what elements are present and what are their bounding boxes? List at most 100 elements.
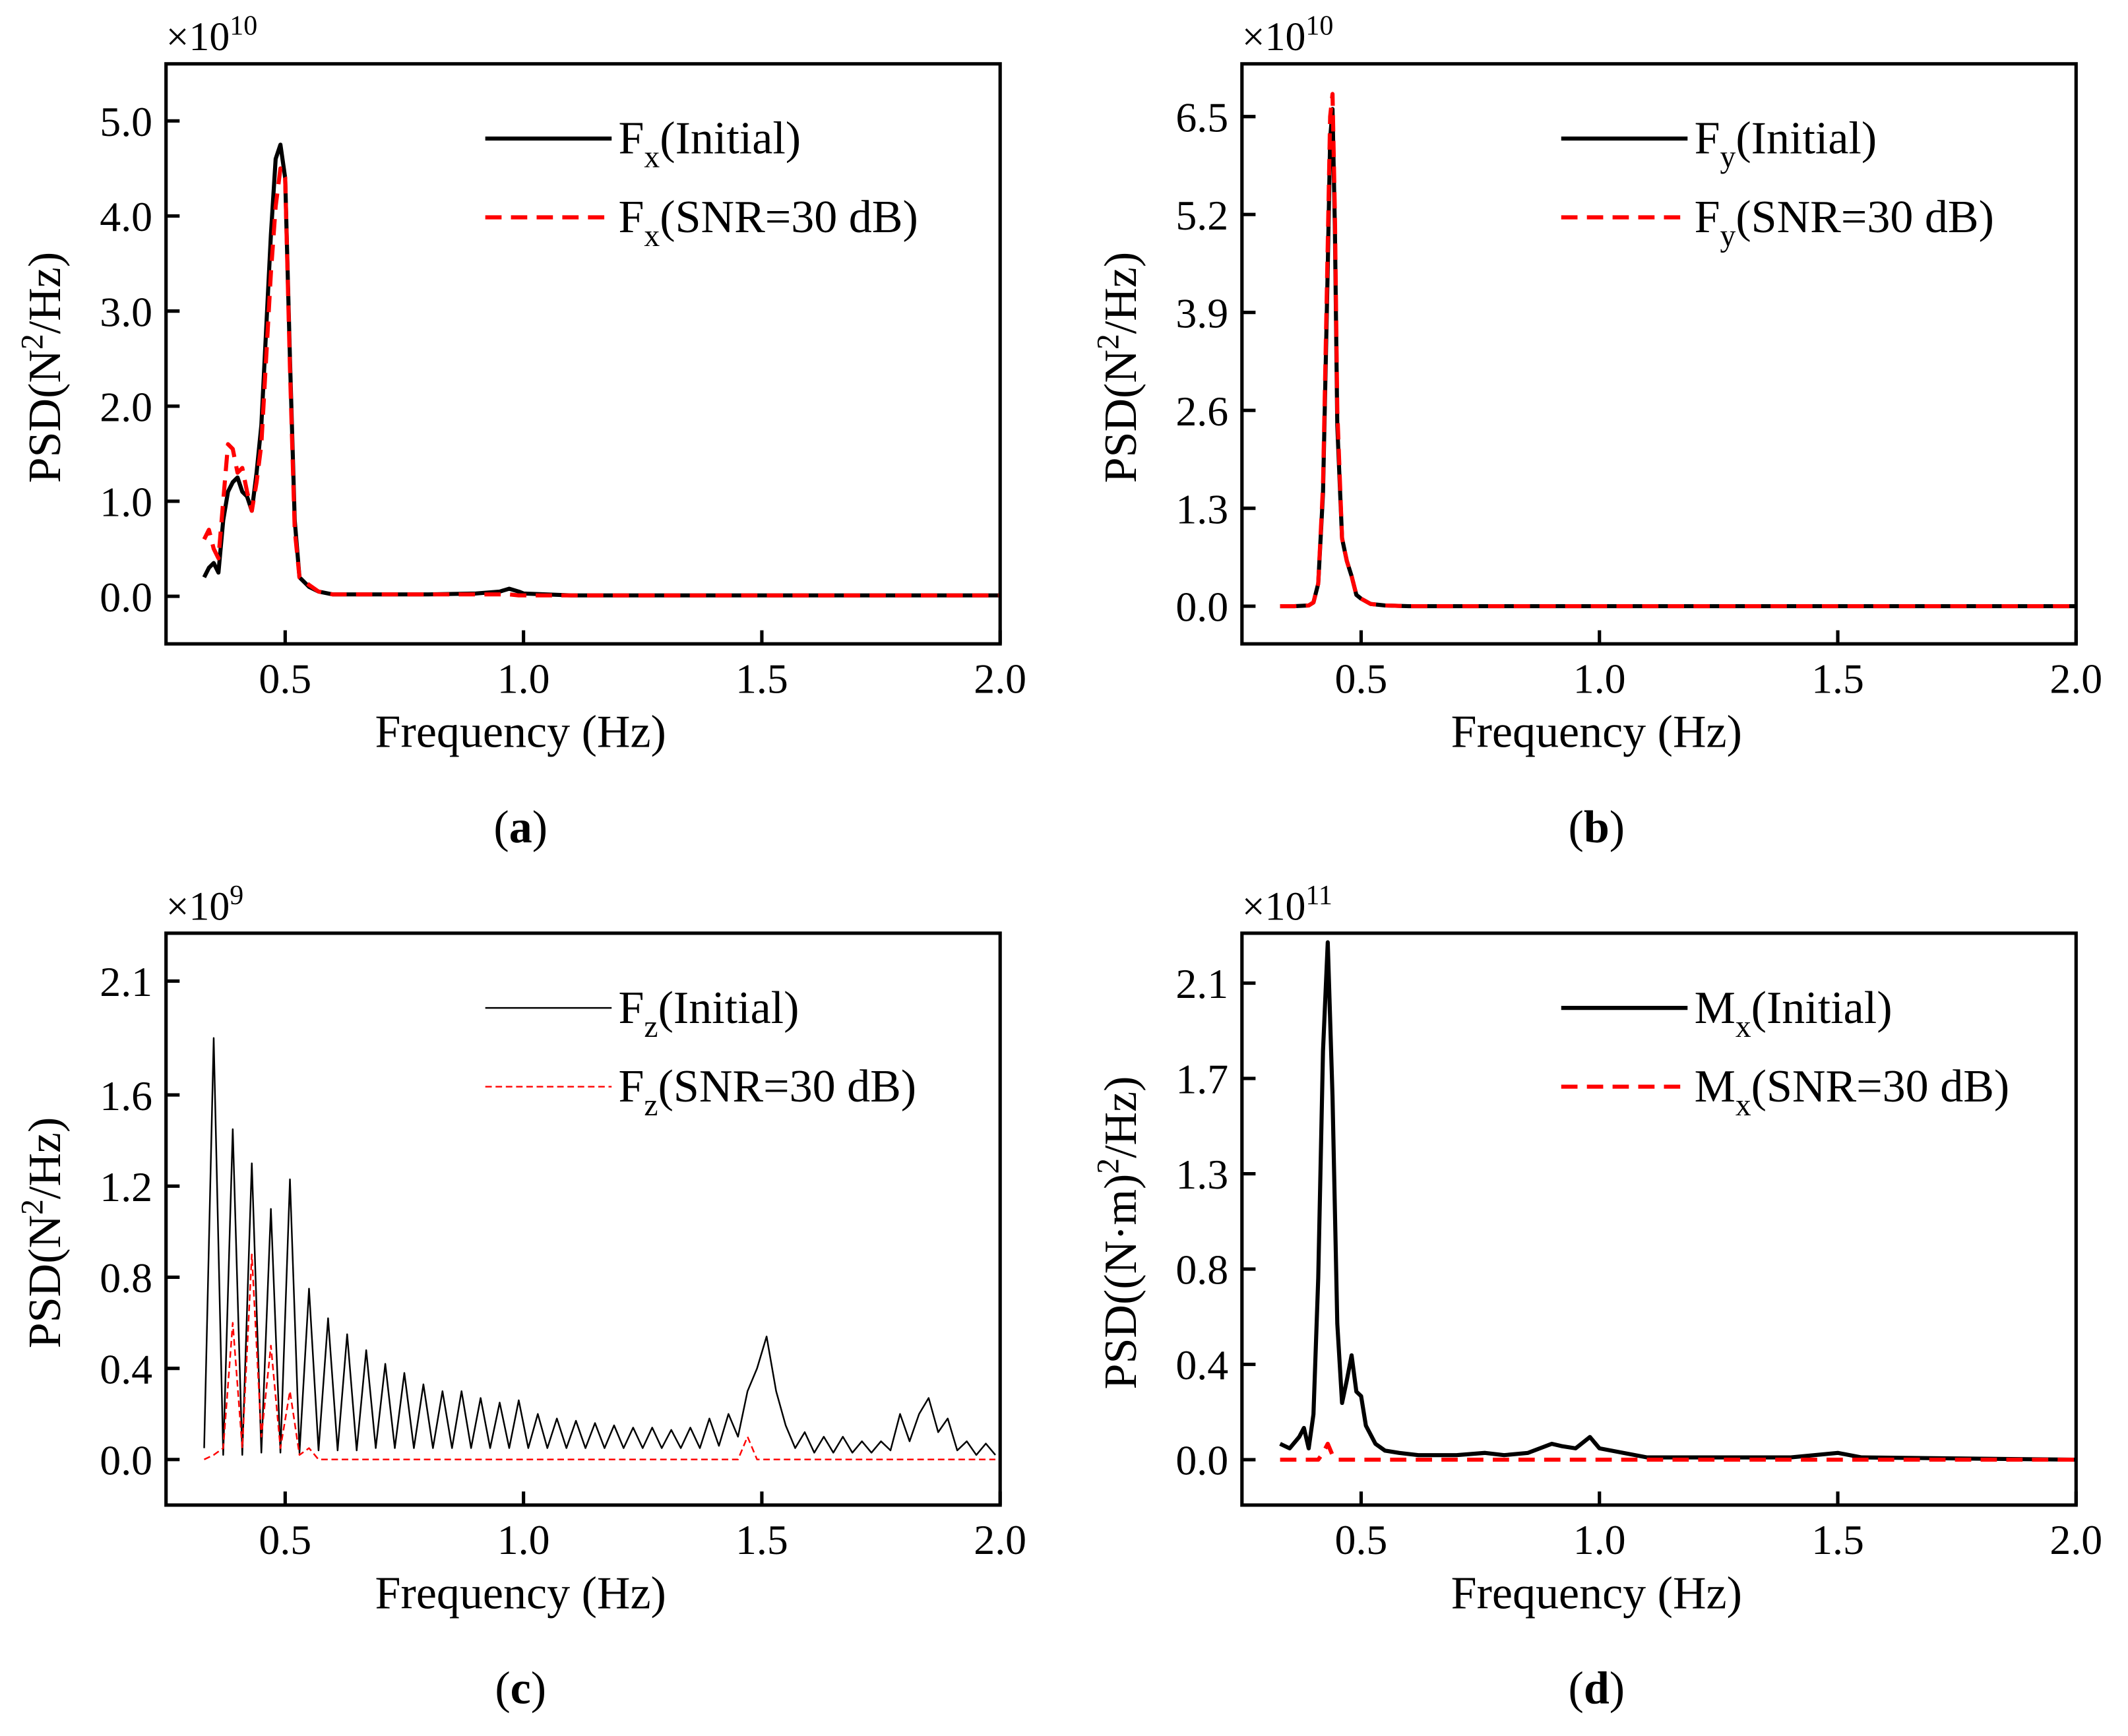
plot-frame [164, 62, 1002, 646]
legend-label-part: (SNR=30 dB) [658, 1061, 917, 1112]
series-line [1279, 940, 2077, 1462]
x-tick-label: 0.5 [1335, 1516, 1388, 1563]
y-tick-label: 4.0 [100, 193, 152, 240]
y-tick-label: 2.6 [1175, 388, 1228, 435]
legend-label: Fz(Initial) [618, 983, 799, 1044]
x-tick-label: 2.0 [2050, 1516, 2102, 1563]
x-tick-label: 1.5 [735, 655, 788, 702]
panel-label-part: ) [1610, 1663, 1625, 1714]
series-line [202, 166, 1001, 598]
y-axis-label: PSD((N·m)2/Hz) [1092, 1076, 1147, 1389]
y-axis-label-part: PSD(N [20, 1215, 71, 1348]
panel-label-part: ( [493, 802, 509, 853]
panel-label-part: ) [1610, 802, 1625, 853]
axis-multiplier-part: ×10 [1242, 884, 1306, 929]
y-tick-label: 3.9 [1175, 290, 1228, 336]
panel-label-part: ) [531, 1663, 546, 1714]
x-axis-label: Frequency (Hz) [375, 707, 666, 758]
y-tick-label: 0.0 [100, 1437, 152, 1483]
plot-frame [1240, 62, 2078, 646]
legend-label: Fx(SNR=30 dB) [618, 192, 918, 253]
x-tick-label: 1.5 [1811, 655, 1864, 702]
legend-label: Fy(Initial) [1695, 113, 1877, 175]
legend-label: Fz(SNR=30 dB) [618, 1061, 916, 1123]
legend-label: Fy(SNR=30 dB) [1695, 192, 1994, 253]
legend-label-part: F [618, 1061, 644, 1112]
panel-label-part: ( [1569, 1663, 1584, 1714]
y-axis-label-part: PSD((N·m) [1096, 1174, 1146, 1390]
axis-multiplier-part: ×10 [1242, 15, 1306, 59]
y-tick-label: 1.3 [1175, 485, 1228, 532]
legend-label-part: F [618, 983, 644, 1034]
axis-multiplier-part: 10 [1305, 11, 1333, 42]
y-axis-label-part: /Hz) [20, 252, 71, 334]
legend-label-part: F [618, 192, 644, 243]
legend-label-part: F [1695, 192, 1720, 243]
axis-multiplier-part: 11 [1305, 881, 1332, 911]
y-axis-label-part: /Hz) [1096, 252, 1146, 334]
axis-multiplier: ×1010 [166, 11, 258, 59]
series-line [203, 1253, 995, 1461]
panel-label-part: a [509, 802, 532, 853]
panel-label-part: c [511, 1663, 531, 1714]
y-tick-label: 0.4 [1175, 1342, 1228, 1388]
y-tick-label: 0.0 [1175, 584, 1228, 631]
legend-label-part: (SNR=30 dB) [660, 192, 918, 243]
legend-label-part: M [1695, 1061, 1736, 1112]
x-tick-label: 0.5 [259, 1516, 311, 1563]
legend-label-part: x [1736, 1010, 1751, 1044]
legend-label-part: (SNR=30 dB) [1736, 192, 1994, 243]
y-tick-label: 5.2 [1175, 192, 1228, 239]
panel-label: (d) [1569, 1663, 1625, 1714]
panel-label-part: b [1584, 802, 1610, 853]
legend-label-part: M [1695, 983, 1736, 1034]
y-axis-label-part: PSD(N [20, 350, 71, 483]
y-tick-label: 2.0 [100, 383, 152, 430]
legend-label-part: y [1720, 140, 1736, 175]
y-tick-label: 0.0 [100, 574, 152, 621]
y-tick-label: 0.4 [100, 1346, 152, 1392]
x-axis-label: Frequency (Hz) [375, 1568, 666, 1619]
axis-multiplier: ×1011 [1242, 881, 1332, 929]
y-axis-label-part: 2 [1092, 1158, 1126, 1174]
axis-multiplier-part: ×10 [166, 15, 230, 59]
x-tick-label: 0.5 [1335, 655, 1388, 702]
plot-frame [1240, 931, 2078, 1507]
legend-label-part: (Initial) [1736, 113, 1877, 164]
series-line [1280, 107, 2077, 609]
y-tick-label: 1.2 [100, 1163, 152, 1210]
series-line [1280, 92, 2077, 609]
y-tick-label: 1.6 [100, 1072, 152, 1119]
legend-label-part: x [644, 140, 660, 175]
legend-label-part: (Initial) [1751, 983, 1893, 1034]
x-tick-label: 1.0 [1573, 655, 1626, 702]
panel-label-part: ( [495, 1663, 510, 1714]
y-axis-label: PSD(N2/Hz) [1092, 252, 1147, 483]
y-tick-label: 2.1 [1175, 960, 1228, 1007]
panel-label-part: d [1584, 1663, 1610, 1714]
y-tick-label: 1.7 [1175, 1056, 1228, 1103]
legend-label-part: z [644, 1010, 658, 1044]
y-tick-label: 3.0 [100, 288, 152, 335]
legend-label: Mx(SNR=30 dB) [1695, 1061, 2010, 1123]
axis-multiplier: ×1010 [1242, 11, 1334, 59]
y-axis-label-part: 2 [15, 334, 49, 350]
x-tick-label: 2.0 [2050, 655, 2102, 702]
series-line [1280, 1441, 2077, 1462]
legend-label-part: z [644, 1088, 658, 1123]
x-tick-label: 1.5 [1811, 1516, 1864, 1563]
axis-multiplier: ×109 [166, 881, 244, 929]
y-axis-label: PSD(N2/Hz) [15, 252, 71, 483]
legend-label-part: F [618, 113, 644, 164]
y-axis-label-part: PSD(N [1096, 350, 1146, 483]
panel-label: (a) [493, 802, 548, 853]
axis-multiplier-part: ×10 [166, 884, 230, 929]
y-tick-label: 1.3 [1175, 1151, 1228, 1198]
panel-label-part: ( [1569, 802, 1584, 853]
x-axis-label: Frequency (Hz) [1451, 1568, 1742, 1619]
x-tick-label: 1.0 [497, 655, 550, 702]
y-axis-label-part: 2 [1092, 334, 1126, 350]
y-axis-label-part: /Hz) [1096, 1076, 1146, 1158]
axis-multiplier-part: 9 [230, 881, 243, 911]
